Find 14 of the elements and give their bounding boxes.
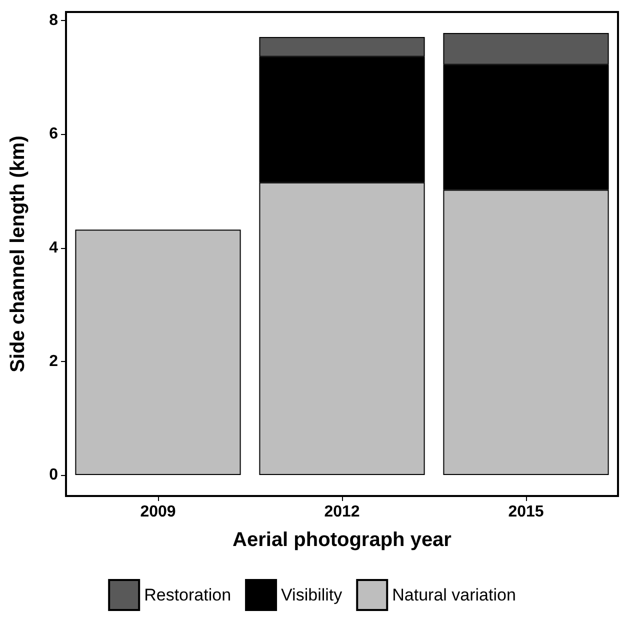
y-tick-label: 2	[49, 352, 58, 370]
legend-label: Visibility	[281, 586, 343, 604]
legend-label: Natural variation	[392, 586, 516, 604]
y-axis-title: Side channel length (km)	[7, 136, 29, 372]
y-tick-label: 4	[49, 239, 58, 256]
x-tick-label: 2015	[508, 504, 544, 520]
x-axis-title: Aerial photograph year	[232, 529, 452, 551]
y-tick-label: 6	[49, 126, 58, 143]
bar	[75, 230, 241, 475]
y-tick-label: 0	[49, 466, 58, 484]
legend-label: Restoration	[144, 586, 232, 604]
x-tick-label: 2012	[324, 504, 360, 520]
y-tick-label: 8	[49, 12, 58, 30]
x-tick-label: 2009	[140, 504, 176, 520]
